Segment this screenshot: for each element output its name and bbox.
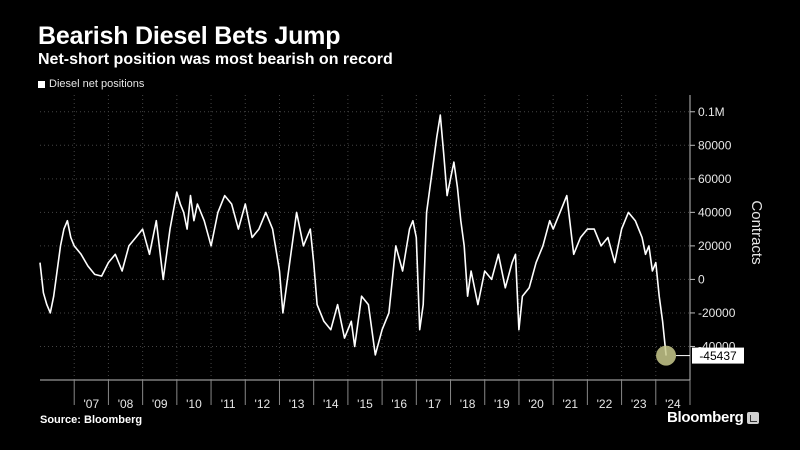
legend: Diesel net positions [38, 78, 144, 90]
x-tick-label: '11 [221, 397, 236, 411]
x-tick-label: '14 [323, 397, 339, 411]
x-tick-label: '08 [118, 397, 134, 411]
x-tick-label: '10 [186, 397, 202, 411]
chart-title: Bearish Diesel Bets Jump [38, 22, 341, 50]
x-tick-label: '15 [357, 397, 373, 411]
chart-subtitle: Net-short position was most bearish on r… [38, 51, 393, 68]
y-tick-label: 20000 [698, 239, 732, 253]
callout-box [692, 347, 744, 364]
callout-value: -45437 [699, 349, 737, 363]
x-tick-label: '20 [528, 397, 544, 411]
x-tick-label: '09 [152, 397, 168, 411]
last-value-marker [656, 345, 677, 366]
brand-mark-icon [747, 411, 760, 424]
source-note: Source: Bloomberg [40, 414, 143, 426]
y-axis-label: Contracts [748, 200, 765, 264]
x-tick-label: '16 [391, 397, 407, 411]
legend-swatch [38, 80, 45, 88]
x-tick-label: '17 [426, 397, 442, 411]
legend-label: Diesel net positions [49, 78, 145, 90]
x-tick-label: '12 [255, 397, 271, 411]
y-tick-label: 40000 [698, 205, 732, 219]
x-tick-label: '19 [494, 397, 510, 411]
x-tick-label: '24 [665, 397, 681, 411]
x-tick-label: '07 [83, 397, 99, 411]
x-tick-label: '21 [562, 397, 578, 411]
y-tick-label: 60000 [698, 172, 732, 186]
x-tick-label: '22 [597, 397, 613, 411]
brand-text: Bloomberg [667, 409, 744, 426]
x-tick-label: '18 [460, 397, 476, 411]
series-line-diesel [39, 114, 667, 356]
brand-logo: Bloomberg [667, 409, 760, 426]
y-tick-label: 0 [698, 272, 705, 286]
y-tick-label: 0.1M [698, 105, 725, 119]
y-tick-label: -20000 [698, 306, 736, 320]
x-tick-label: '13 [289, 397, 305, 411]
x-tick-label: '23 [631, 397, 647, 411]
y-tick-label: 80000 [698, 138, 732, 152]
